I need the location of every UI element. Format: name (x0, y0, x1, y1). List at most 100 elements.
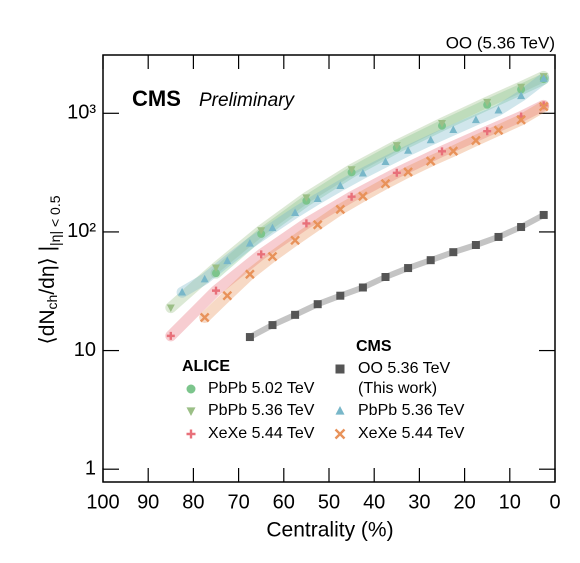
y-label-part: /dη⟩ | (36, 246, 59, 295)
data-point (403, 167, 413, 177)
data-point (471, 135, 481, 146)
legend-marker (186, 407, 196, 416)
data-point (517, 91, 526, 100)
data-point (336, 291, 345, 300)
data-point (166, 304, 175, 313)
data-point (404, 264, 413, 273)
legend-marker (334, 428, 346, 440)
data-point (448, 146, 459, 156)
data-point (312, 219, 323, 230)
legend-label: PbPb 5.02 TeV (208, 380, 315, 397)
data-point (471, 240, 480, 249)
data-point (483, 98, 492, 107)
data-point (212, 286, 220, 295)
data-point (200, 274, 209, 283)
x-tick-label: 0 (549, 491, 560, 513)
y-tick-label: 10 (74, 339, 96, 361)
data-point (268, 223, 277, 232)
data-point (392, 142, 401, 150)
legend-label: OO 5.36 TeV (358, 360, 451, 377)
data-point (245, 333, 254, 342)
x-tick-label: 70 (227, 491, 249, 513)
data-point (358, 283, 367, 292)
data-point (380, 178, 391, 189)
y-tick-label: 10³ (67, 102, 96, 124)
y-label-part: |η| < 0.5 (47, 195, 63, 246)
data-point (494, 105, 503, 114)
y-label-part: ch (44, 295, 60, 310)
legend-label: XeXe 5.44 TeV (358, 425, 465, 442)
data-point (290, 235, 300, 246)
data-point (245, 269, 255, 280)
x-tick-label: 10 (499, 491, 521, 513)
x-tick-label: 30 (408, 491, 430, 513)
data-point (381, 272, 390, 281)
data-point (483, 127, 492, 136)
data-point (347, 192, 356, 201)
data-point (539, 210, 548, 219)
data-point (425, 156, 436, 166)
data-point (166, 331, 175, 340)
legend-label: PbPb 5.36 TeV (358, 402, 465, 419)
chart-title: CMS (132, 86, 181, 111)
legend-title: CMS (356, 338, 392, 355)
y-label-part: ⟨dN (36, 309, 59, 344)
legend-marker (186, 429, 196, 439)
x-tick-label: 100 (86, 491, 119, 513)
data-point (517, 83, 526, 92)
corner-label: OO (5.36 TeV) (446, 33, 555, 52)
legend-marker (186, 384, 196, 394)
data-point (302, 219, 311, 228)
data-point (291, 310, 300, 319)
legend-marker (335, 406, 345, 415)
data-point (178, 287, 187, 296)
legend-note: (This work) (358, 380, 437, 397)
x-tick-label: 20 (453, 491, 475, 513)
x-tick-label: 40 (363, 491, 385, 513)
data-point (335, 204, 346, 215)
legend-label: XeXe 5.44 TeV (208, 425, 315, 442)
data-point (257, 250, 266, 259)
data-point (291, 208, 300, 216)
uncertainty-band (199, 101, 550, 323)
y-axis-label: ⟨dNch/dη⟩ ||η| < 0.5 (36, 195, 63, 344)
uncertainty-band (165, 99, 550, 342)
data-point (268, 321, 277, 330)
y-tick-label: 1 (85, 457, 96, 479)
data-point (449, 125, 458, 134)
data-point (358, 168, 367, 177)
data-point (267, 251, 278, 262)
x-tick-label: 50 (318, 491, 340, 513)
x-tick-label: 60 (273, 491, 295, 513)
legend-marker (335, 364, 345, 374)
data-point (212, 264, 220, 273)
data-point (438, 147, 446, 156)
data-point (493, 125, 504, 136)
data-point (539, 74, 548, 82)
data-point (223, 256, 232, 265)
data-point (336, 181, 345, 189)
data-point (538, 101, 549, 112)
data-point (212, 269, 220, 278)
data-point (404, 146, 413, 154)
data-point (471, 115, 480, 124)
data-point (245, 239, 254, 247)
data-point (313, 300, 322, 309)
data-point (199, 312, 210, 323)
data-point (313, 194, 322, 203)
x-tick-label: 80 (182, 491, 204, 513)
data-point (426, 135, 435, 144)
data-point (517, 223, 526, 232)
data-point (347, 166, 356, 174)
legend-title: ALICE (182, 358, 230, 375)
chart-subtitle: Preliminary (199, 90, 296, 111)
data-point (302, 194, 311, 202)
data-point (494, 232, 503, 241)
data-point (381, 157, 390, 166)
data-point (392, 168, 401, 177)
data-point (516, 115, 526, 125)
y-tick-label: 10² (67, 220, 96, 242)
data-point (449, 248, 458, 257)
uncertainty-band (165, 70, 550, 314)
